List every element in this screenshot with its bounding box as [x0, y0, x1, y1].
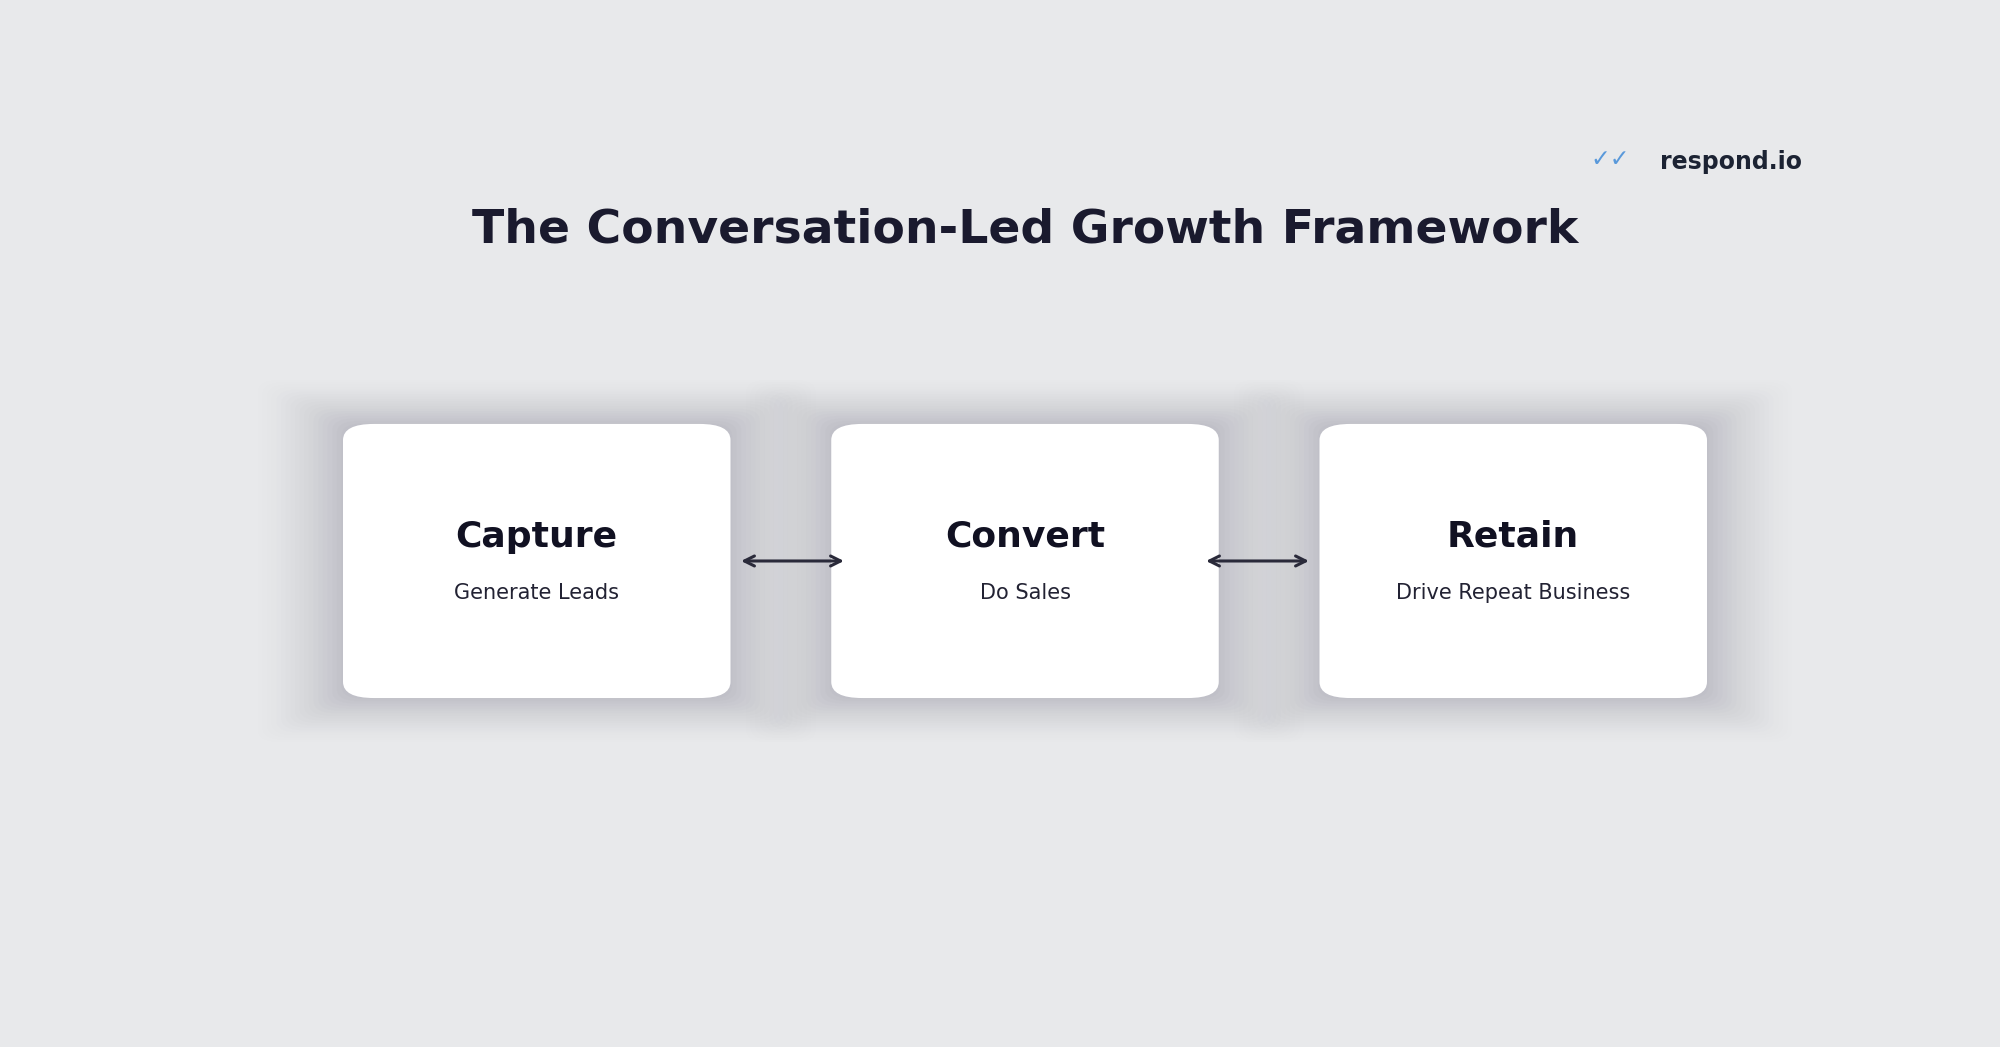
FancyBboxPatch shape: [832, 424, 1218, 698]
FancyBboxPatch shape: [342, 423, 732, 698]
FancyBboxPatch shape: [1322, 425, 1704, 696]
FancyBboxPatch shape: [820, 419, 1230, 704]
Text: Capture: Capture: [456, 519, 618, 554]
Text: Retain: Retain: [1448, 519, 1580, 554]
Text: Convert: Convert: [944, 519, 1106, 554]
FancyBboxPatch shape: [830, 423, 1220, 698]
FancyBboxPatch shape: [826, 421, 1224, 701]
FancyBboxPatch shape: [1318, 423, 1708, 698]
Text: Drive Repeat Business: Drive Repeat Business: [1396, 583, 1630, 603]
FancyBboxPatch shape: [336, 421, 736, 701]
Text: ✓✓: ✓✓: [1590, 148, 1630, 172]
Text: The Conversation-Led Growth Framework: The Conversation-Led Growth Framework: [472, 208, 1578, 253]
FancyBboxPatch shape: [344, 424, 730, 698]
FancyBboxPatch shape: [346, 425, 728, 696]
FancyBboxPatch shape: [1320, 424, 1708, 698]
Text: respond.io: respond.io: [1660, 150, 1802, 174]
FancyBboxPatch shape: [834, 425, 1216, 696]
Text: Generate Leads: Generate Leads: [454, 583, 620, 603]
FancyBboxPatch shape: [1308, 419, 1718, 704]
FancyBboxPatch shape: [332, 419, 742, 704]
FancyBboxPatch shape: [1314, 421, 1714, 701]
Text: Do Sales: Do Sales: [980, 583, 1070, 603]
